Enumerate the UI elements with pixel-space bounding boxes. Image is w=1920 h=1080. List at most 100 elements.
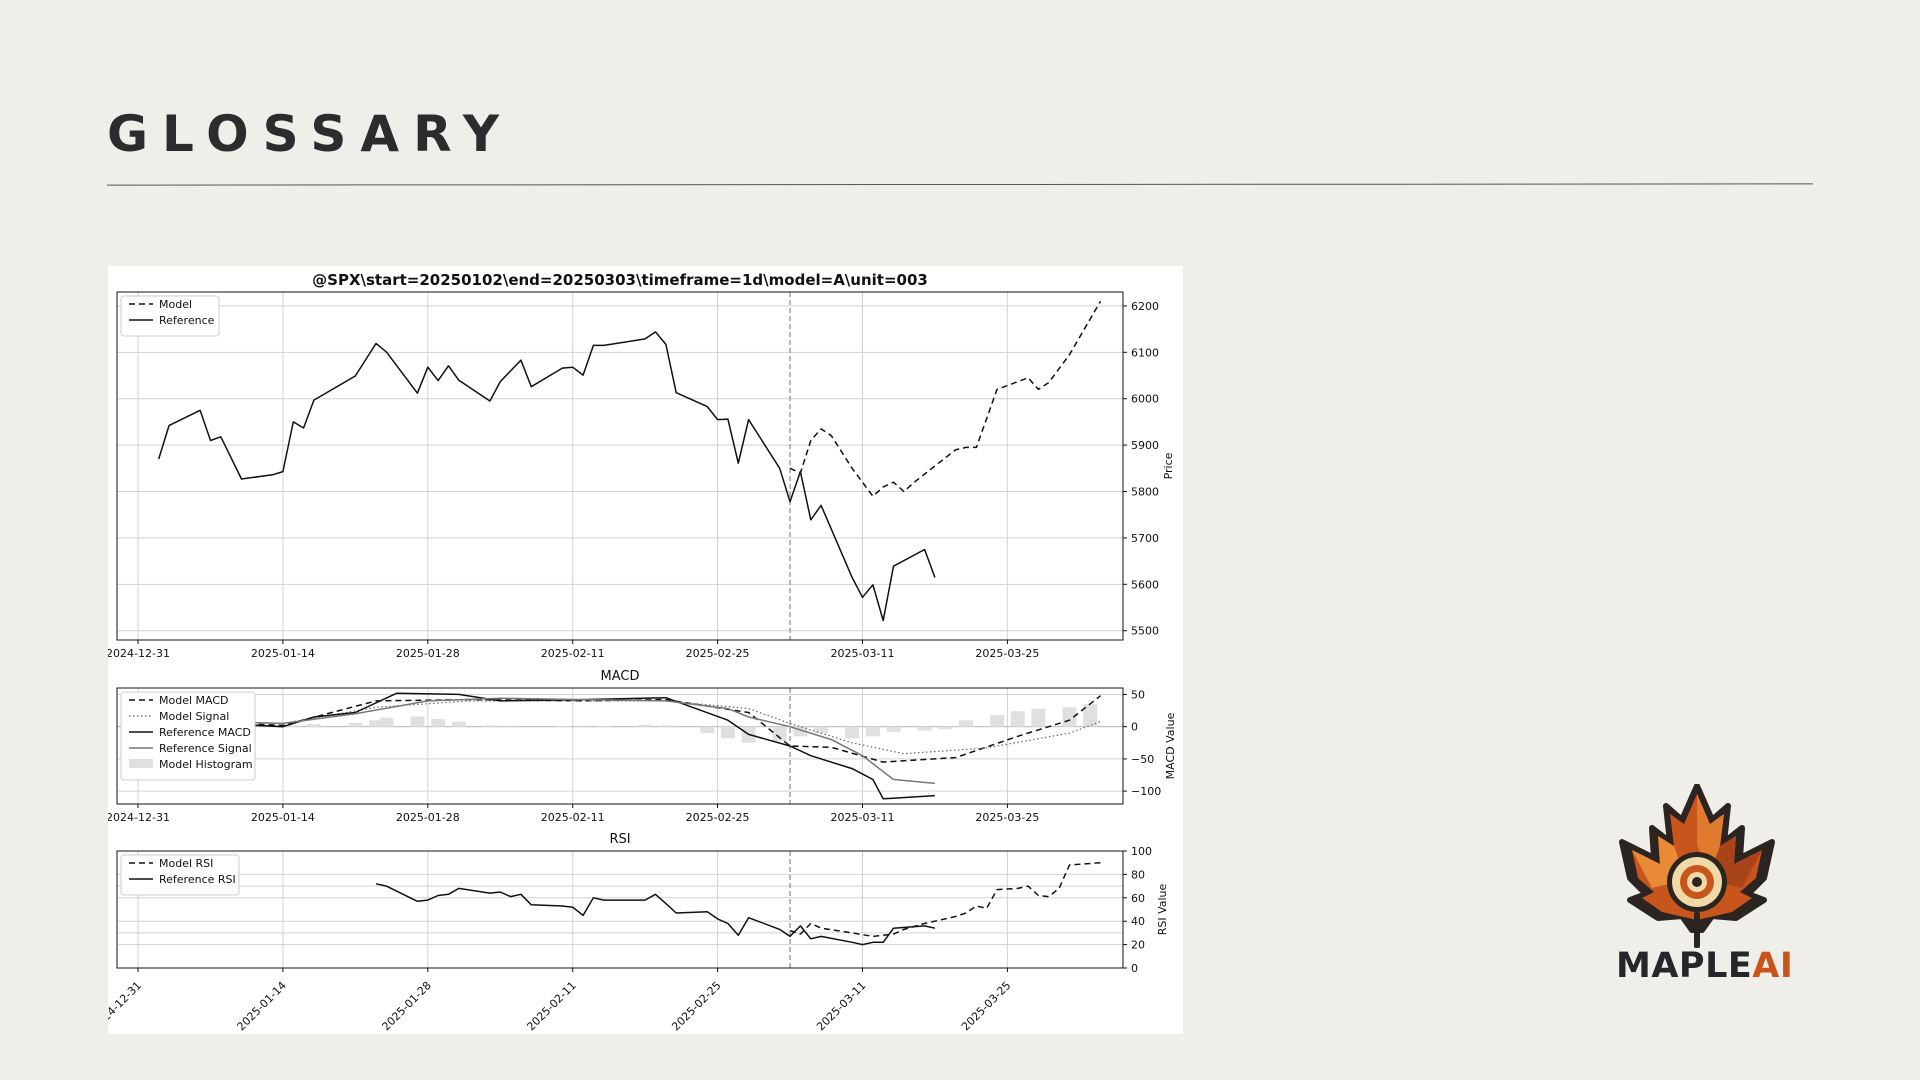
chart-panel: @SPX\start=20250102\end=20250303\timefra… (108, 266, 1183, 1034)
rsi-xtick-label: 2025-02-25 (669, 979, 723, 1033)
price-xtick-label: 2025-03-11 (831, 647, 895, 660)
macd-legend-label: Model Histogram (159, 758, 253, 771)
rsi-legend-box (120, 854, 240, 896)
rsi-ylabel: RSI Value (1156, 883, 1169, 935)
price-ytick-label: 5500 (1131, 625, 1159, 638)
macd-histogram-bar (845, 726, 860, 739)
macd-axes-frame (116, 687, 1124, 805)
price-series-line (789, 300, 1102, 497)
rsi-ytick-label: 0 (1131, 962, 1138, 975)
macd-histogram-bar (638, 724, 653, 727)
rsi-xtick-label: 2024-12-31 (108, 979, 144, 1033)
macd-histogram-bar (990, 715, 1005, 727)
rsi-legend-label: Model RSI (159, 857, 213, 870)
macd-legend-label: Reference MACD (159, 726, 251, 739)
macd-xtick-label: 2025-01-14 (251, 811, 315, 824)
price-axes-frame (116, 291, 1124, 641)
macd-histogram-bar (286, 725, 301, 727)
macd-histogram-bar (658, 725, 673, 727)
price-xtick-label: 2025-03-25 (975, 647, 1039, 660)
price-ytick-label: 6200 (1131, 300, 1159, 313)
macd-histogram-bar (348, 722, 363, 727)
price-xtick-label: 2025-01-14 (251, 647, 315, 660)
macd-histogram-bar (576, 726, 591, 728)
price-ytick-label: 5900 (1131, 439, 1159, 452)
rsi-series-line (375, 883, 936, 946)
macd-histogram-bar (379, 717, 394, 727)
macd-histogram-bar (865, 726, 880, 737)
macd-ylabel: MACD Value (1164, 712, 1177, 779)
price-series-line (157, 331, 936, 622)
price-ytick-label: 6100 (1131, 346, 1159, 359)
macd-ytick-label: 0 (1131, 721, 1138, 734)
macd-histogram-bar (555, 726, 570, 727)
macd-histogram-bar (1010, 711, 1025, 727)
price-ytick-label: 5600 (1131, 578, 1159, 591)
macd-histogram-bar (431, 718, 446, 727)
macd-histogram-bar (793, 726, 808, 737)
brand-name-part2: AI (1752, 946, 1794, 986)
price-legend-label: Reference (159, 314, 215, 327)
price-ytick-label: 5700 (1131, 532, 1159, 545)
macd-histogram-bar (886, 726, 901, 732)
macd-legend-box (120, 691, 256, 781)
price-xtick-label: 2025-01-28 (396, 647, 460, 660)
price-xtick-label: 2025-02-11 (541, 647, 605, 660)
price-ytick-label: 5800 (1131, 486, 1159, 499)
macd-histogram-bar (596, 726, 611, 727)
macd-legend-swatch (129, 759, 153, 768)
maple-leaf-logo-icon (1619, 784, 1775, 948)
rsi-ytick-label: 20 (1131, 939, 1145, 952)
macd-xtick-label: 2025-03-25 (975, 811, 1039, 824)
macd-histogram-bar (700, 726, 715, 734)
macd-histogram-bar (503, 726, 518, 728)
macd-ytick-label: 50 (1131, 688, 1145, 701)
macd-series-line (158, 692, 935, 800)
macd-histogram-bar (451, 721, 466, 727)
page-title: GLOSSARY (107, 105, 514, 163)
rsi-ytick-label: 60 (1131, 892, 1145, 905)
price-ylabel: Price (1162, 452, 1175, 479)
price-legend-label: Model (159, 298, 192, 311)
rsi-xtick-label: 2025-03-11 (814, 979, 868, 1033)
macd-legend-label: Model MACD (159, 694, 229, 707)
macd-xtick-label: 2025-02-11 (541, 811, 605, 824)
brand-wordmark: MAPLEAI (1616, 946, 1793, 986)
rsi-ytick-label: 80 (1131, 868, 1145, 881)
rsi-xtick-label: 2025-03-25 (959, 979, 1013, 1033)
macd-histogram-bar (410, 716, 425, 727)
macd-ytick-label: −100 (1131, 785, 1161, 798)
macd-histogram-bar (482, 725, 497, 727)
macd-series-line (158, 697, 935, 785)
macd-histogram-bar (306, 724, 321, 727)
macd-legend-label: Model Signal (159, 710, 229, 723)
macd-xtick-label: 2024-12-31 (108, 811, 170, 824)
macd-histogram-bar (369, 720, 384, 727)
macd-histogram-bar (1031, 708, 1046, 727)
price-ytick-label: 6000 (1131, 393, 1159, 406)
macd-histogram-bar (814, 726, 829, 734)
brand-name-part1: MAPLE (1616, 946, 1753, 986)
macd-xtick-label: 2025-02-25 (686, 811, 750, 824)
rsi-title: RSI (609, 832, 630, 847)
macd-title: MACD (601, 669, 640, 684)
title-divider (106, 183, 1814, 186)
chart-figure: @SPX\start=20250102\end=20250303\timefra… (108, 271, 1177, 1033)
macd-histogram-bar (1083, 704, 1098, 727)
rsi-xtick-label: 2025-01-28 (380, 979, 434, 1033)
macd-ytick-label: −50 (1131, 753, 1154, 766)
macd-legend-label: Reference Signal (159, 742, 252, 755)
rsi-series-line (789, 861, 1101, 938)
macd-histogram-bar (938, 726, 953, 730)
rsi-legend-label: Reference RSI (159, 873, 236, 886)
macd-series-line (158, 700, 1101, 755)
macd-xtick-label: 2025-03-11 (831, 811, 895, 824)
macd-series-line (158, 695, 1101, 763)
rsi-ytick-label: 40 (1131, 915, 1145, 928)
price-legend-box (120, 295, 220, 337)
macd-histogram-bar (772, 726, 787, 741)
price-xtick-label: 2025-02-25 (686, 647, 750, 660)
rsi-ytick-label: 100 (1131, 845, 1152, 858)
price-xtick-label: 2024-12-31 (108, 647, 170, 660)
chart-title: @SPX\start=20250102\end=20250303\timefra… (312, 271, 928, 289)
